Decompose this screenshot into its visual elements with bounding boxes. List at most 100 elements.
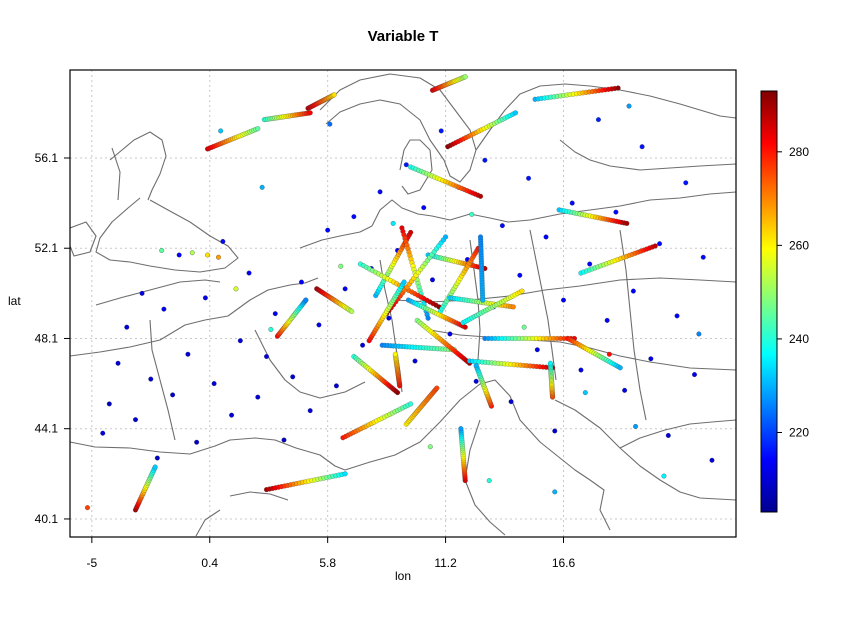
observation-point (696, 331, 702, 337)
track-point (408, 401, 414, 407)
observation-point (438, 128, 444, 134)
observation-point (639, 144, 645, 150)
observation-point (264, 354, 269, 359)
track-point (519, 288, 525, 294)
track-point (255, 126, 261, 132)
observation-point (543, 234, 549, 240)
track-point (303, 297, 309, 303)
track-point (434, 385, 440, 391)
x-tick-label: -5 (87, 556, 98, 570)
observation-point (185, 351, 191, 357)
observation-point (630, 288, 636, 294)
observation-point (325, 227, 331, 233)
observation-point (390, 220, 396, 226)
track-point (401, 279, 407, 285)
track-point (458, 426, 464, 432)
track-point (512, 110, 518, 116)
y-tick-label: 56.1 (35, 151, 59, 165)
observation-point (299, 279, 304, 285)
y-axis-label: lat (8, 294, 21, 308)
y-tick-label: 44.1 (35, 422, 59, 436)
track-point (480, 297, 486, 303)
observation-point (342, 286, 348, 292)
colorbar-tick-label: 240 (789, 332, 809, 346)
y-tick-label: 52.1 (35, 241, 59, 255)
track-point (477, 193, 484, 199)
track-point (152, 464, 158, 470)
observation-point (482, 157, 488, 163)
observation-point (692, 372, 697, 378)
observation-point (148, 376, 154, 382)
observation-point (421, 205, 427, 211)
colorbar-tick-label: 260 (789, 238, 809, 252)
observation-point (333, 383, 339, 389)
track-point (395, 390, 401, 396)
y-axis: 40.1 44.1 48.1 52.1 56.1 (35, 151, 70, 526)
observation-point (176, 252, 182, 258)
observation-point (578, 367, 584, 373)
observation-point (202, 295, 208, 301)
track-point (408, 229, 414, 235)
track-point (617, 365, 623, 371)
observation-point (403, 162, 409, 168)
observation-point (327, 121, 333, 127)
observation-point (85, 505, 90, 511)
track-point (624, 220, 630, 226)
observation-point (552, 428, 558, 434)
track-point (652, 243, 658, 249)
observation-point (521, 324, 527, 330)
observation-point (281, 437, 287, 443)
observation-point (709, 457, 715, 463)
observation-point (622, 387, 628, 393)
observation-point (205, 252, 211, 258)
observation-point (604, 317, 610, 323)
observation-point (124, 324, 130, 330)
observation-point (170, 392, 176, 398)
observation-point (595, 117, 601, 123)
observation-point (613, 209, 619, 215)
x-axis: -5 0.4 5.8 11.2 16.6 (87, 537, 575, 570)
colorbar: 220 240 260 280 (760, 90, 809, 513)
observation-point (139, 290, 145, 296)
track-point (331, 92, 337, 98)
observation-point (255, 394, 261, 400)
observation-point (587, 261, 593, 267)
track-point (462, 324, 468, 330)
observation-point (517, 272, 523, 278)
observation-point (412, 358, 418, 364)
x-axis-label: lon (395, 569, 411, 583)
observation-point (189, 250, 195, 256)
observation-point (534, 347, 540, 353)
observation-point (633, 424, 639, 429)
track-point (547, 360, 553, 366)
observation-point (561, 297, 566, 303)
observation-point (268, 326, 274, 332)
track-point (462, 74, 468, 80)
observation-point (427, 444, 433, 450)
plot-frame (69, 69, 737, 538)
observation-point (486, 478, 492, 484)
observation-point (606, 351, 612, 357)
track-point (392, 351, 398, 357)
colorbar-gradient (760, 90, 778, 513)
observation-point (430, 277, 435, 283)
observation-point (499, 223, 505, 229)
grid-lines (70, 70, 736, 537)
observation-point (100, 430, 106, 436)
observation-point (218, 128, 224, 134)
observation-point (159, 248, 165, 253)
observation-point (552, 489, 558, 495)
observation-point (351, 214, 357, 220)
observation-point (338, 263, 344, 269)
y-tick-label: 40.1 (35, 512, 59, 526)
track-point (342, 471, 348, 477)
observation-point (233, 286, 239, 292)
observation-point (154, 455, 160, 461)
track-point (615, 85, 621, 91)
observation-point (272, 311, 278, 317)
colorbar-ticks: 220 240 260 280 (777, 145, 809, 439)
track-point (425, 315, 431, 321)
observation-point (469, 211, 475, 217)
track-point (307, 110, 313, 116)
